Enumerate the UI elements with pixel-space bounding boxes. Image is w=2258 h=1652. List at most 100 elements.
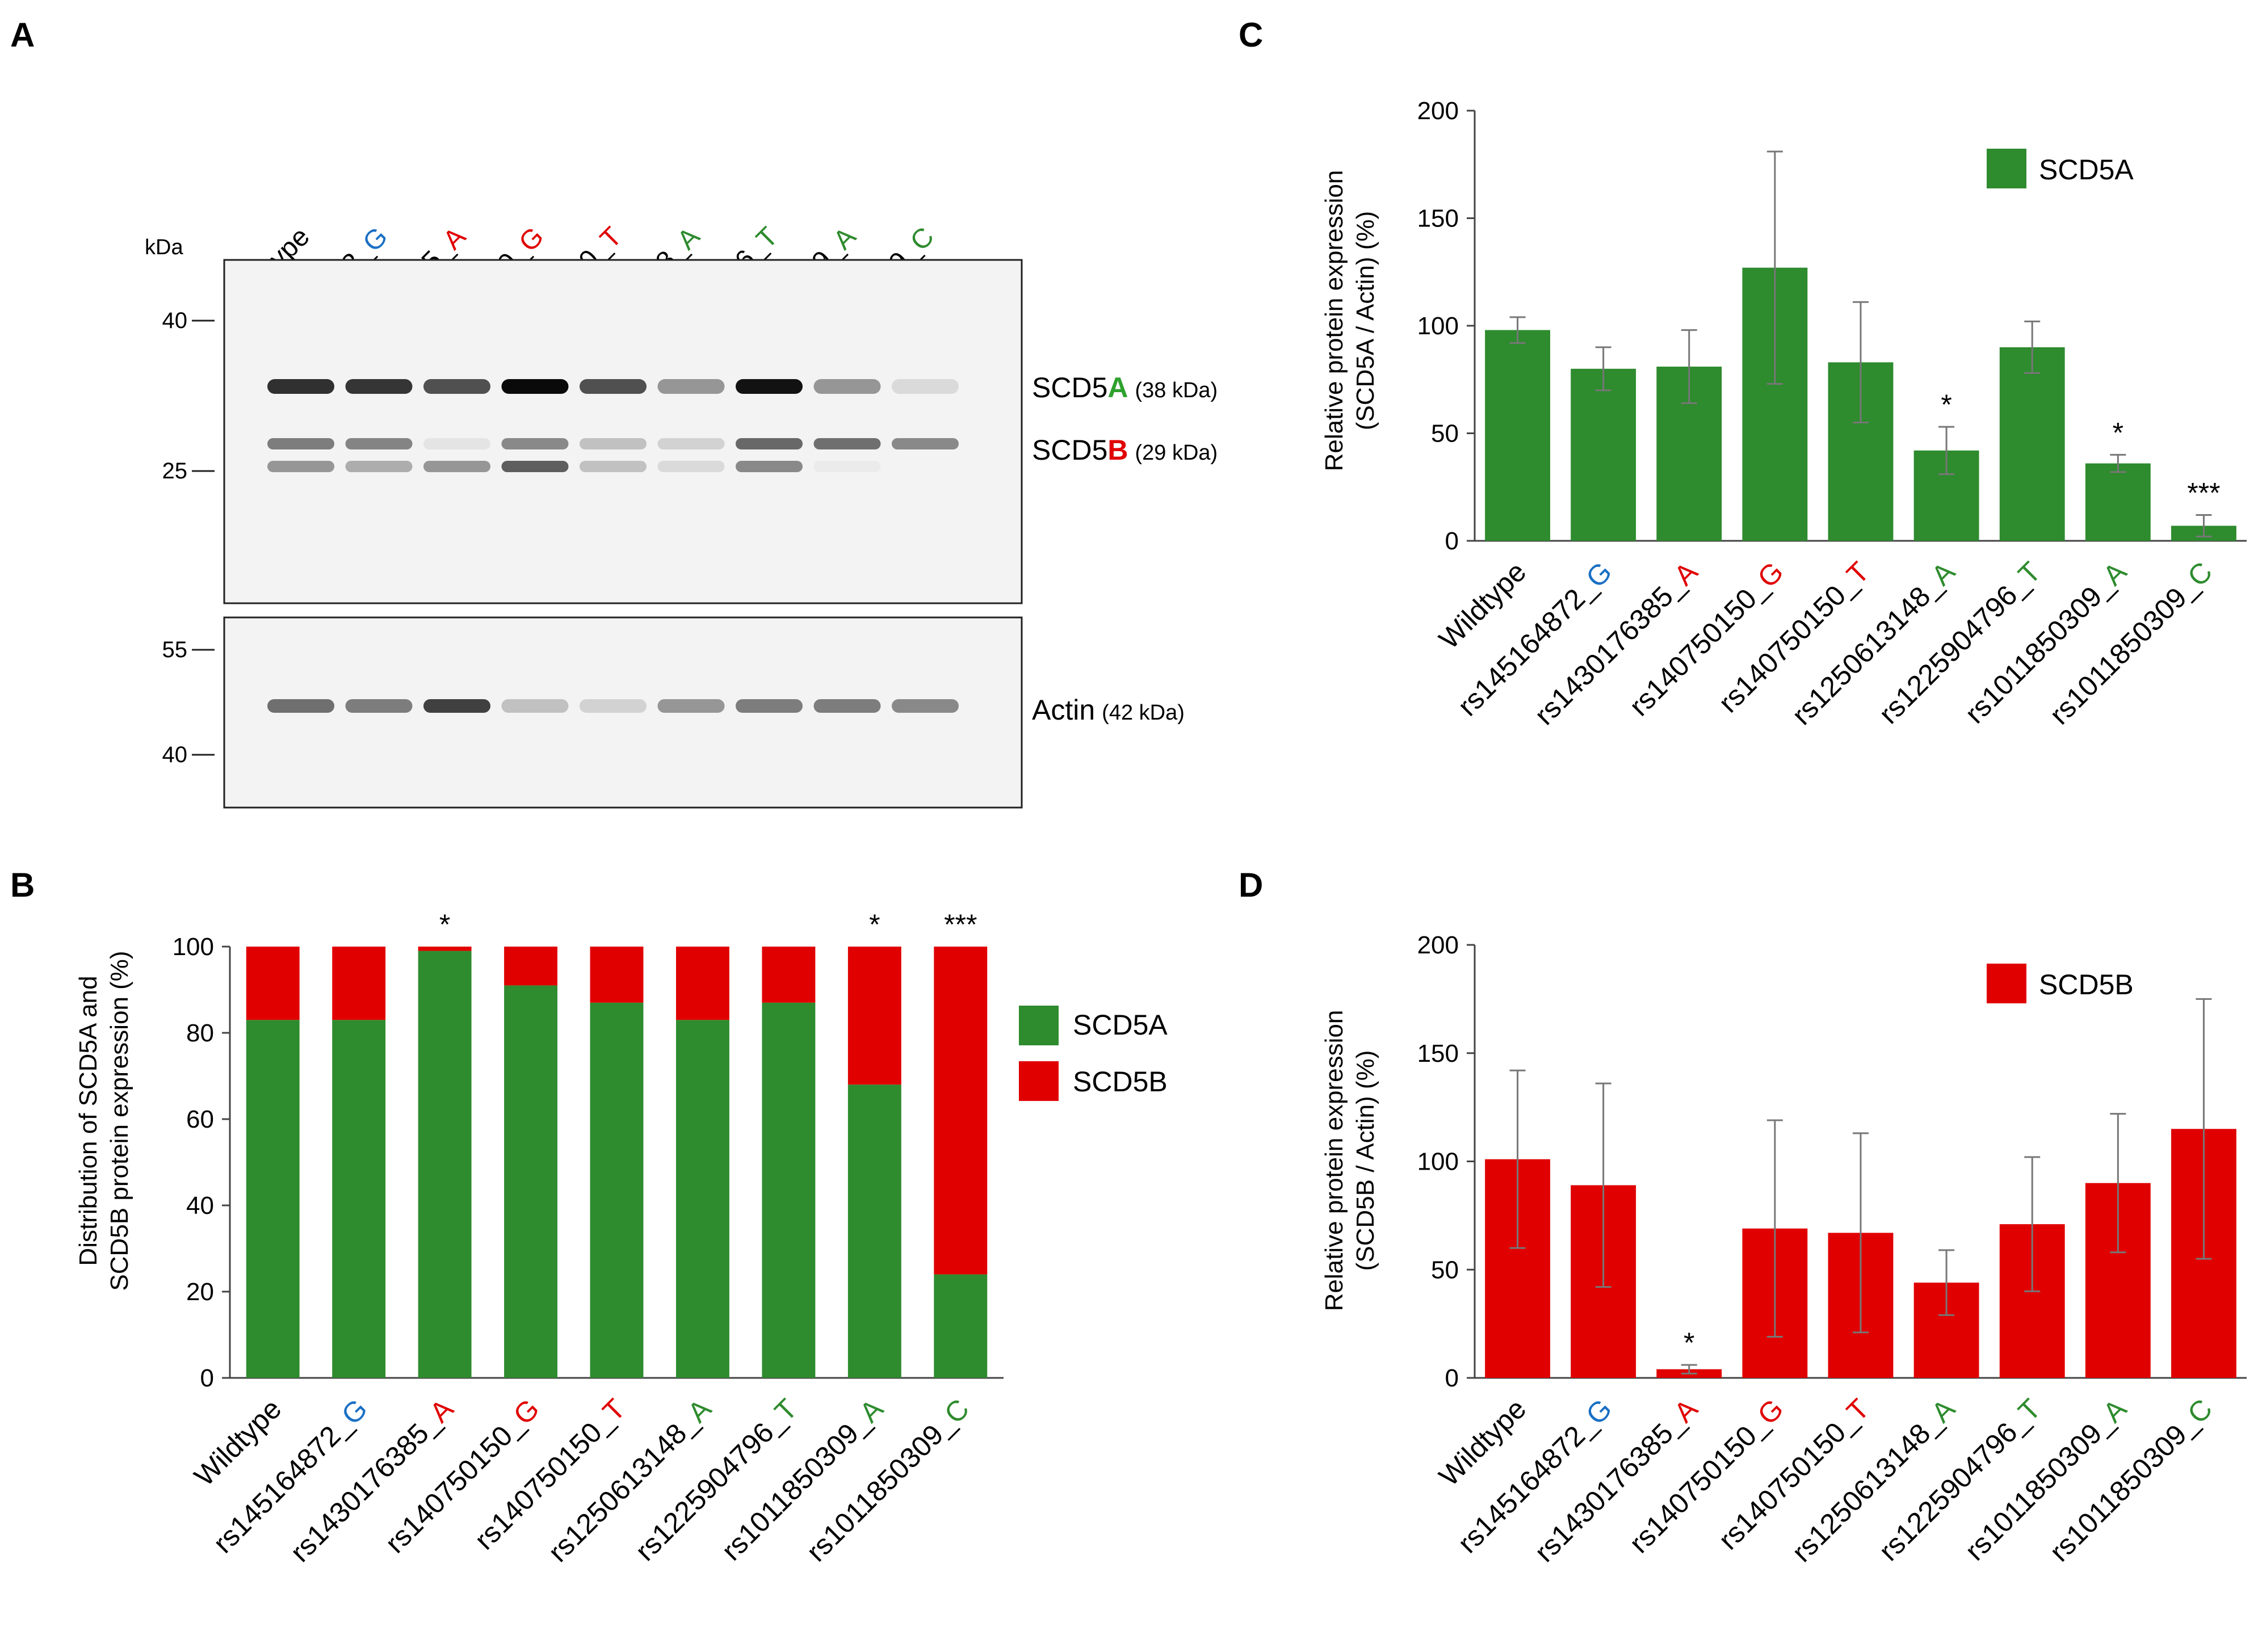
chart-b-bar-scd5b-rs1250613148-a (675, 947, 729, 1020)
actin-band-lane-1 (345, 699, 413, 713)
chart-c-x-label-rs1250613148-a: rs1250613148_A (1786, 556, 1961, 731)
chart-b-x-label-rs1011850309-c: rs1011850309_C (800, 1393, 975, 1567)
chart-b-ylabel-line2: SCD5B protein expression (%) (106, 951, 133, 1291)
marker-55-lower: 55 (162, 637, 188, 662)
chart-c-x-label-rs1430176385-a-prefix: rs1430176385_ (1529, 569, 1691, 731)
scd5a-band-lane-3 (501, 379, 569, 394)
chart-b-x-label-rs1011850309-a: rs1011850309_A (715, 1393, 889, 1567)
chart-d-x-label-rs1250613148-a: rs1250613148_A (1786, 1393, 1961, 1568)
chart-c-y-tick-label-0: 0 (1445, 527, 1459, 555)
chart-d-x-label-rs1011850309-a-prefix: rs1011850309_ (1959, 1406, 2120, 1567)
scd5b-lower-band-lane-6 (736, 461, 803, 472)
scd5a-band-lane-2 (423, 379, 490, 394)
chart-d-significance-rs1430176385-a: * (1684, 1327, 1694, 1359)
chart-d-x-label-rs1225904796-t-prefix: rs1225904796_ (1873, 1405, 2035, 1567)
chart-c-ylabel-line2: (SCD5A / Actin) (%) (1352, 211, 1379, 430)
chart-b-x-label-rs1011850309-c-prefix: rs1011850309_ (800, 1407, 962, 1568)
chart-b-significance-rs1011850309-c: *** (944, 909, 977, 940)
actin-band-label: Actin (42 kDa) (1032, 694, 1185, 726)
chart-b-x-label-rs140750150-t: rs140750150_T (468, 1393, 631, 1556)
scd5a-band-lane-6 (736, 379, 803, 394)
chart-b-x-label-rs1225904796-t: rs1225904796_T (629, 1393, 803, 1567)
chart-b-bar-scd5b-rs1011850309-a (847, 947, 901, 1085)
legend-d-swatch (1987, 964, 2026, 1003)
chart-d-x-label-rs145164872-g: rs145164872_G (1451, 1393, 1618, 1559)
chart-b-bar-scd5a-rs1011850309-a (847, 1084, 901, 1378)
scd5b-band-lane-6 (736, 438, 803, 449)
blot-bands (267, 379, 959, 713)
scd5b-band-lane-4 (580, 438, 647, 449)
actin-band-lane-4 (580, 699, 647, 713)
actin-name: Actin (1032, 694, 1095, 726)
chart-c-x-label-rs145164872-g: rs145164872_G (1451, 556, 1618, 722)
stacked-bar-chart-b: Distribution of SCD5A and SCD5B protein … (74, 909, 1168, 1568)
chart-b-bar-scd5b-rs145164872-g (332, 947, 386, 1020)
chart-b-bar-scd5a-rs1011850309-c (934, 1274, 988, 1378)
chart-c-x-label-rs1011850309-c: rs1011850309_C (2043, 556, 2218, 730)
legend-b-swatch-scd5b (1019, 1061, 1059, 1101)
chart-b-x-label-rs1225904796-t-prefix: rs1225904796_ (629, 1405, 791, 1567)
scd5b-name: SCD5 (1032, 434, 1107, 466)
scd5a-band-lane-1 (345, 379, 413, 394)
scd5b-size: (29 kDa) (1135, 441, 1218, 465)
chart-d-y-tick-label-200: 200 (1417, 931, 1459, 959)
scd5b-band-lane-5 (657, 438, 725, 449)
actin-band-lane-5 (657, 699, 725, 713)
chart-c-y-tick-label-100: 100 (1417, 312, 1459, 340)
actin-band-lane-8 (892, 699, 959, 713)
chart-b-y-tick-label-0: 0 (200, 1364, 214, 1392)
chart-b-significance-rs1430176385-a: * (439, 909, 450, 940)
chart-d-ylabel-line1: Relative protein expression (1320, 1010, 1348, 1311)
scd5b-lower-band-lane-2 (423, 461, 490, 472)
chart-d-x-label-rs1225904796-t: rs1225904796_T (1873, 1393, 2047, 1567)
chart-d-y-tick-label-0: 0 (1445, 1364, 1459, 1392)
chart-d-x-label-rs1011850309-c-prefix: rs1011850309_ (2043, 1407, 2205, 1568)
chart-b-bar-scd5b-rs1430176385-a (418, 947, 472, 951)
bar-chart-d: Relative protein expression (SCD5B / Act… (1320, 931, 2247, 1568)
actin-band-lane-0 (267, 699, 334, 713)
chart-c-bar-rs1011850309-a (2085, 463, 2151, 541)
legend-c-label: SCD5A (2039, 154, 2134, 186)
chart-c-significance-rs1011850309-a: * (2113, 417, 2123, 448)
marker-25-upper: 25 (162, 459, 188, 484)
chart-c-significance-rs1250613148-a: * (1941, 389, 1951, 421)
chart-d-x-label-rs140750150-t: rs140750150_T (1712, 1393, 1875, 1556)
chart-d-y-tick-label-50: 50 (1431, 1256, 1459, 1284)
chart-c-y-tick-label-200: 200 (1417, 97, 1459, 125)
chart-b-x-label-rs140750150-g: rs140750150_G (379, 1393, 545, 1559)
chart-c-x-label-rs1011850309-c-prefix: rs1011850309_ (2043, 570, 2205, 731)
chart-c-x-label-rs1430176385-a: rs1430176385_A (1529, 556, 1704, 731)
chart-c-significance-rs1011850309-c: *** (2187, 477, 2220, 509)
chart-b-bar-scd5b-rs1225904796-t (762, 947, 816, 1003)
legend-b-swatch-scd5a (1019, 1006, 1059, 1045)
scd5a-band-label: SCD5A (38 kDa) (1032, 372, 1218, 403)
chart-c-x-label-rs140750150-g: rs140750150_G (1623, 556, 1789, 722)
scd5a-band-lane-5 (657, 379, 725, 394)
chart-d-ylabel-line2: (SCD5B / Actin) (%) (1352, 1050, 1379, 1271)
marker-40-lower: 40 (162, 742, 188, 767)
kda-label: kDa (145, 236, 183, 259)
chart-b-significance-rs1011850309-a: * (869, 909, 880, 940)
scd5b-band-lane-1 (345, 438, 413, 449)
chart-b-bar-scd5b-rs140750150-t (590, 947, 644, 1003)
chart-b-bar-scd5b-rs1011850309-c (934, 947, 988, 1275)
scd5b-band-lane-7 (813, 438, 881, 449)
chart-b-bar-scd5a-wildtype (246, 1020, 300, 1378)
chart-b-ylabel-line1: Distribution of SCD5A and (74, 976, 102, 1266)
chart-d-y-tick-label-150: 150 (1417, 1040, 1459, 1067)
chart-c-x-label-rs1011850309-a: rs1011850309_A (1959, 556, 2133, 730)
chart-b-bar-scd5a-rs140750150-g (504, 985, 558, 1378)
legend-b-label-scd5a: SCD5A (1073, 1009, 1168, 1041)
chart-d-y-tick-label-100: 100 (1417, 1148, 1459, 1176)
scd5a-band-lane-0 (267, 379, 334, 394)
bar-chart-c: Relative protein expression (SCD5A / Act… (1320, 97, 2247, 731)
scd5a-band-lane-8 (892, 379, 959, 394)
chart-b-bar-scd5b-rs140750150-g (504, 947, 558, 986)
legend-d-label: SCD5B (2039, 969, 2134, 1001)
panel-label-a: A (10, 16, 35, 54)
actin-size: (42 kDa) (1102, 701, 1185, 725)
chart-b-y-tick-label-40: 40 (186, 1192, 214, 1220)
chart-c-x-label-rs1250613148-a-prefix: rs1250613148_ (1786, 569, 1948, 731)
chart-c-x-label-rs1225904796-t-prefix: rs1225904796_ (1873, 568, 2035, 730)
scd5b-band-lane-3 (501, 438, 569, 449)
